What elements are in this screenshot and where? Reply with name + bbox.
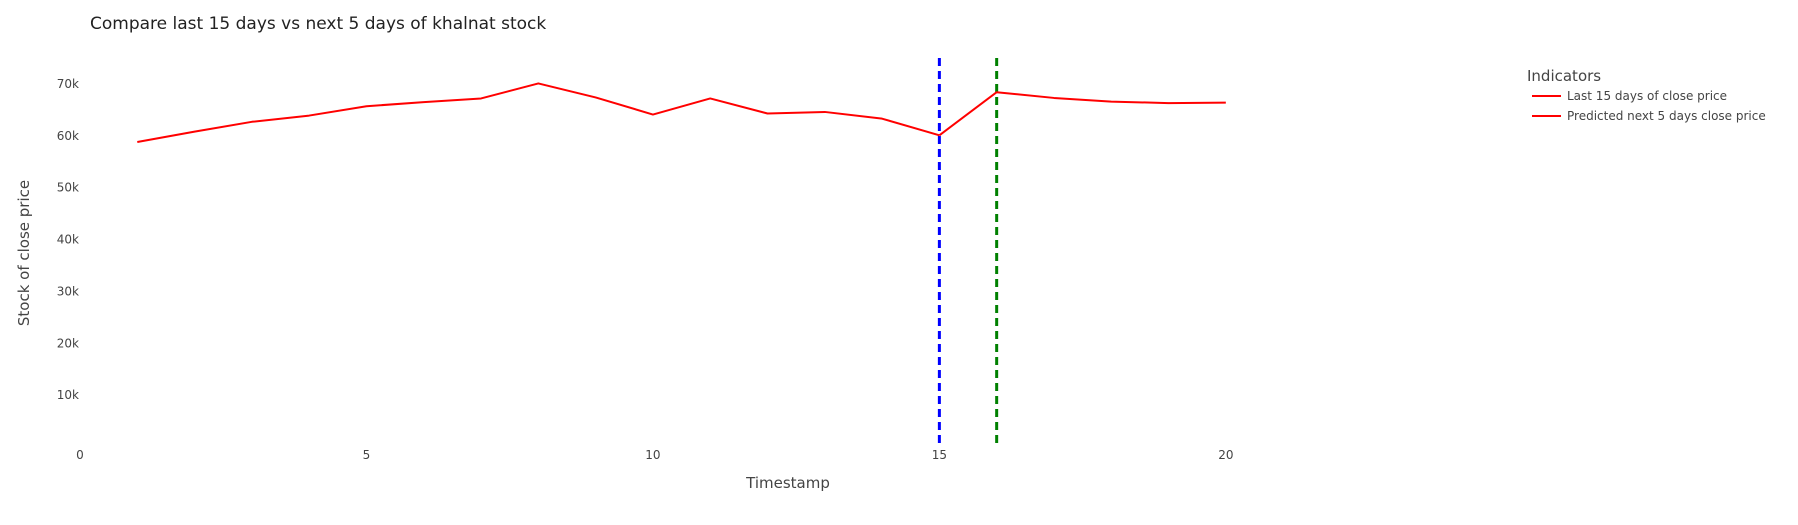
y-tick-label: 10k (57, 388, 79, 402)
legend-item: Last 15 days of close price (1532, 89, 1727, 103)
legend-label: Last 15 days of close price (1567, 89, 1727, 103)
x-tick-label: 5 (363, 448, 371, 462)
y-tick-label: 30k (57, 284, 79, 298)
x-tick-label: 10 (645, 448, 660, 462)
legend-item: Predicted next 5 days close price (1532, 109, 1766, 123)
x-axis-title: Timestamp (745, 474, 830, 492)
legend: Indicators Last 15 days of close price Pr… (1527, 67, 1766, 123)
y-axis-title: Stock of close price (15, 180, 33, 326)
y-axis-ticks: 10k 20k 30k 40k 50k 60k 70k (57, 77, 79, 402)
x-axis-ticks: 0 5 10 15 20 (76, 448, 1233, 462)
vertical-markers (937, 58, 999, 447)
series-line-1 (137, 82, 940, 144)
y-tick-label: 70k (57, 77, 79, 91)
legend-title: Indicators (1527, 67, 1601, 85)
x-tick-label: 20 (1218, 448, 1233, 462)
y-tick-label: 60k (57, 129, 79, 143)
series-layer (137, 82, 1226, 144)
y-tick-label: 50k (57, 181, 79, 195)
chart-title: Compare last 15 days vs next 5 days of k… (90, 14, 546, 34)
y-tick-label: 40k (57, 233, 79, 247)
legend-label: Predicted next 5 days close price (1567, 109, 1766, 123)
x-tick-label: 15 (932, 448, 947, 462)
plot-area (137, 58, 1226, 447)
series-line-2 (938, 91, 1226, 137)
x-tick-label: 0 (76, 448, 84, 462)
legend-items: Last 15 days of close price Predicted nex… (1532, 89, 1766, 123)
y-tick-label: 20k (57, 336, 79, 350)
